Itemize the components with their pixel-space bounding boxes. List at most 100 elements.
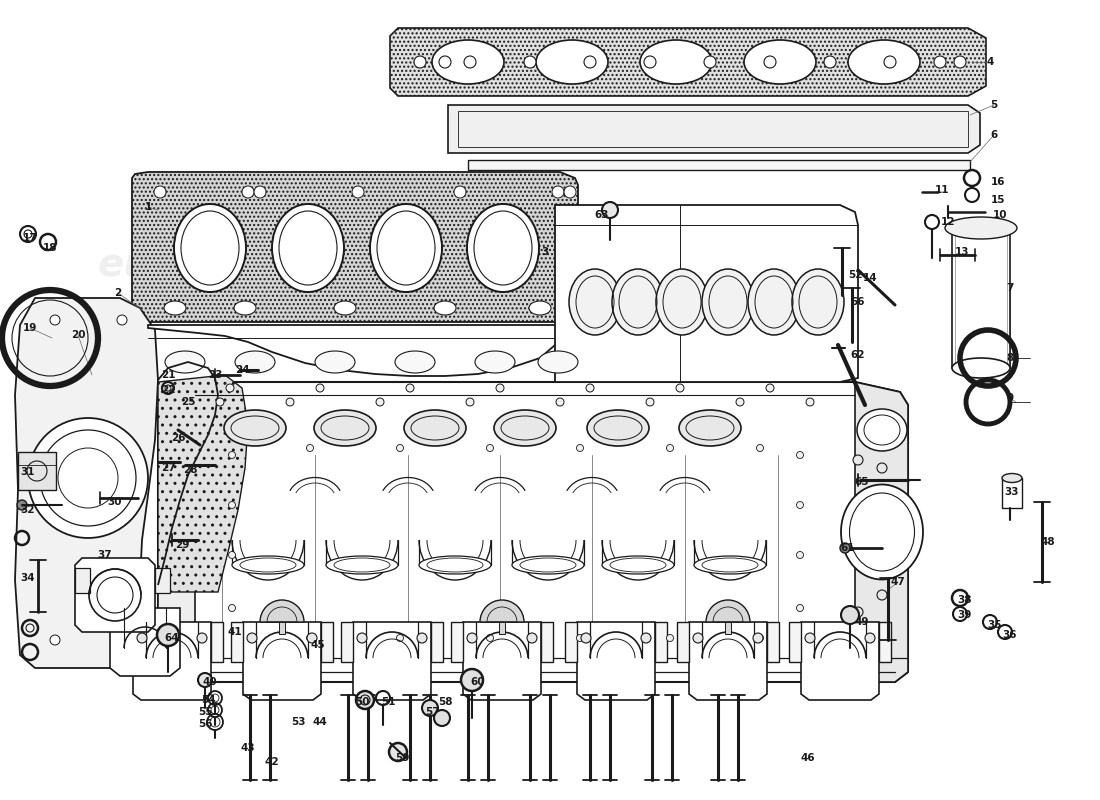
Text: 5: 5 [990,100,998,110]
Ellipse shape [602,556,674,574]
Circle shape [581,633,591,643]
Ellipse shape [432,40,504,84]
Ellipse shape [1002,474,1022,482]
Text: 18: 18 [43,243,57,253]
Text: 58: 58 [438,697,452,707]
Text: 4: 4 [987,57,993,67]
Circle shape [422,700,438,716]
Text: 13: 13 [955,247,969,257]
Circle shape [414,56,426,68]
Circle shape [138,633,147,643]
Circle shape [464,56,476,68]
Bar [431,622,443,662]
Ellipse shape [656,269,708,335]
Text: 12: 12 [940,217,955,227]
Text: 38: 38 [958,595,972,605]
Ellipse shape [640,40,712,84]
Ellipse shape [232,556,304,574]
Circle shape [852,455,864,465]
Text: 3: 3 [541,247,549,257]
Text: 46: 46 [801,753,815,763]
Ellipse shape [538,351,578,373]
Bar [121,622,133,662]
Ellipse shape [235,351,275,373]
Circle shape [764,56,776,68]
Polygon shape [158,375,248,592]
Polygon shape [578,622,654,700]
Circle shape [242,186,254,198]
Circle shape [877,590,887,600]
Circle shape [486,445,494,451]
Ellipse shape [314,410,376,446]
Text: 30: 30 [108,497,122,507]
Ellipse shape [612,269,664,335]
Text: 6: 6 [990,130,998,140]
Circle shape [852,607,864,617]
Ellipse shape [702,269,754,335]
Circle shape [316,384,324,392]
Circle shape [229,502,235,509]
Text: 55: 55 [198,707,212,717]
Circle shape [117,635,126,645]
Circle shape [154,186,166,198]
Text: 59: 59 [395,753,409,763]
Polygon shape [75,558,155,632]
Circle shape [842,606,859,624]
Ellipse shape [569,269,622,335]
Circle shape [496,384,504,392]
Bar [75,568,90,593]
Polygon shape [158,382,907,682]
Circle shape [576,634,583,642]
Bar [654,622,667,662]
Ellipse shape [792,269,844,335]
Circle shape [796,451,803,458]
Polygon shape [110,608,180,676]
Bar [155,568,170,593]
Text: 19: 19 [23,323,37,333]
Text: 15: 15 [991,195,1005,205]
Ellipse shape [857,409,907,451]
Text: 49: 49 [855,617,869,627]
Ellipse shape [587,410,649,446]
Ellipse shape [334,301,356,315]
Circle shape [229,605,235,611]
Text: 43: 43 [241,743,255,753]
Bar [231,622,243,662]
Ellipse shape [748,269,800,335]
Text: 7: 7 [1006,283,1014,293]
Circle shape [552,186,564,198]
Ellipse shape [468,204,539,292]
Circle shape [584,56,596,68]
Circle shape [307,633,317,643]
Text: 53: 53 [290,717,306,727]
Text: 10: 10 [992,210,1008,220]
Text: 27: 27 [161,463,175,473]
Circle shape [754,633,763,643]
Circle shape [28,418,148,538]
Circle shape [226,384,234,392]
Ellipse shape [694,556,766,574]
Bar [451,622,463,662]
Text: 8: 8 [1006,353,1013,363]
Circle shape [358,633,367,643]
Bar [725,622,732,634]
Circle shape [934,56,946,68]
Circle shape [396,634,404,642]
Circle shape [824,56,836,68]
Circle shape [676,384,684,392]
Ellipse shape [945,217,1018,239]
Circle shape [376,398,384,406]
Circle shape [796,551,803,558]
Circle shape [216,398,224,406]
Text: 17: 17 [23,233,37,243]
Text: 1: 1 [144,202,152,212]
Text: 60: 60 [471,677,485,687]
Circle shape [254,186,266,198]
Circle shape [157,624,179,646]
Circle shape [757,634,763,642]
Bar [879,622,891,662]
Wedge shape [706,600,750,622]
Circle shape [439,56,451,68]
Ellipse shape [842,485,923,579]
Polygon shape [133,622,211,700]
